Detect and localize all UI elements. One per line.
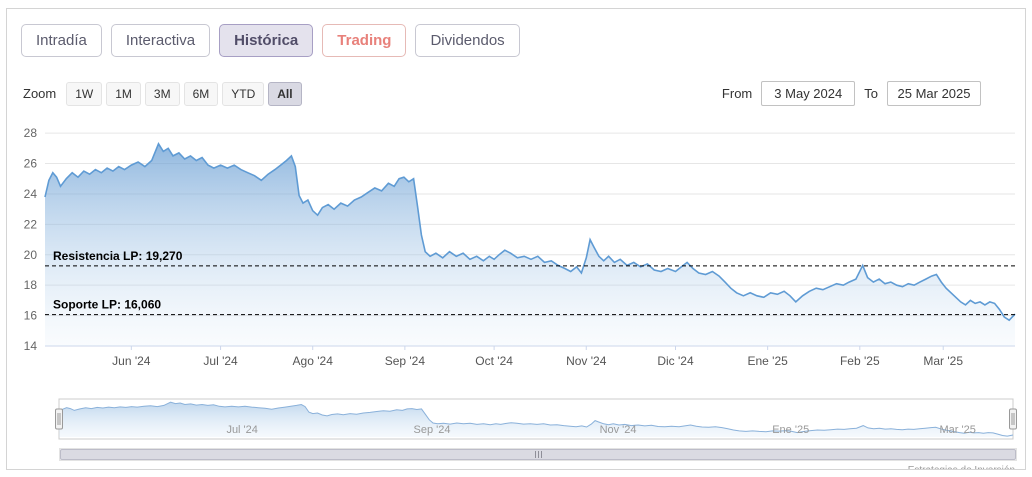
navigator-axis-label: Jul '24 [226, 424, 257, 436]
x-axis-label: Jul '24 [203, 354, 238, 368]
zoom-button-3m[interactable]: 3M [144, 81, 180, 106]
navigator-axis-label: Nov '24 [600, 424, 637, 436]
from-label: From [721, 86, 753, 101]
x-axis-label: Jun '24 [112, 354, 151, 368]
x-axis-label: Oct '24 [475, 354, 513, 368]
y-axis-label: 18 [24, 278, 38, 292]
x-axis-label: Sep '24 [385, 354, 426, 368]
from-date-input[interactable] [761, 81, 856, 106]
x-axis-label: Ene '25 [747, 354, 788, 368]
price-line-series[interactable] [44, 142, 1016, 322]
y-axis-label: 22 [24, 217, 38, 231]
navigator-line [58, 401, 1014, 437]
scrollbar-grip-icon [540, 451, 542, 458]
y-axis-label: 28 [24, 126, 38, 140]
to-label: To [864, 86, 878, 101]
navigator-axis-label: Mar '25 [939, 424, 975, 436]
tab-bar: Intradía Interactiva Histórica Trading D… [7, 9, 1025, 57]
plotline-label: Resistencia LP: 19,270 [53, 249, 183, 263]
zoom-button-6m[interactable]: 6M [183, 81, 219, 106]
navigator-area[interactable]: Jul '24 Sep '24 Nov '24 Ene '25 Mar '25 [7, 397, 1025, 448]
scrollbar-grip-icon [537, 451, 539, 458]
x-axis-label: Feb '25 [840, 354, 880, 368]
plotline-label: Soporte LP: 16,060 [53, 298, 161, 312]
price-area-series[interactable] [45, 143, 1015, 346]
tab-intradia[interactable]: Intradía [21, 24, 102, 57]
zoom-button-1w[interactable]: 1W [66, 81, 103, 106]
x-axis-label: Dic '24 [657, 354, 694, 368]
y-axis-label: 14 [24, 339, 38, 353]
navigator-axis-label: Sep '24 [414, 424, 451, 436]
chart-widget: Intradía Interactiva Histórica Trading D… [6, 8, 1026, 470]
to-date-input[interactable] [887, 81, 981, 106]
x-axis-label: Mar '25 [923, 354, 963, 368]
y-axis-label: 26 [24, 157, 38, 171]
navigator-handle-left[interactable] [55, 408, 63, 430]
navigator-handle-right[interactable] [1009, 408, 1017, 430]
tab-trading[interactable]: Trading [322, 24, 407, 57]
scrollbar-grip-icon [534, 451, 536, 458]
main-chart[interactable]: 14 16 18 20 22 24 26 28 Jun '24 Jul '24 Ago '24 Sep… [11, 112, 1021, 380]
main-chart-area[interactable]: 14 16 18 20 22 24 26 28 Jun '24 Jul '24 Ago '24 Sep… [7, 112, 1025, 385]
x-axis-label: Nov '24 [566, 354, 607, 368]
navigator-series [59, 402, 1013, 437]
y-axis-label: 24 [24, 187, 38, 201]
zoom-button-1m[interactable]: 1M [106, 81, 141, 106]
tab-historica[interactable]: Histórica [219, 24, 314, 57]
scrollbar-thumb[interactable] [60, 449, 1016, 460]
tab-dividendos[interactable]: Dividendos [415, 24, 520, 57]
zoom-button-all[interactable]: All [268, 81, 302, 106]
range-selector: Zoom 1W 1M 3M 6M YTD All From To [23, 81, 981, 106]
navigator-axis-label: Ene '25 [772, 424, 809, 436]
navigator[interactable]: Jul '24 Sep '24 Nov '24 Ene '25 Mar '25 [11, 397, 1021, 443]
y-axis-label: 20 [24, 248, 38, 262]
scrollbar-track[interactable] [59, 448, 1017, 461]
zoom-button-ytd[interactable]: YTD [222, 81, 265, 106]
y-axis-label: 16 [24, 309, 38, 323]
zoom-label: Zoom [23, 86, 57, 101]
tab-interactiva[interactable]: Interactiva [110, 24, 211, 57]
x-axis-label: Ago '24 [293, 354, 334, 368]
credit-link[interactable]: Estrategias de Inversión [7, 465, 1015, 469]
